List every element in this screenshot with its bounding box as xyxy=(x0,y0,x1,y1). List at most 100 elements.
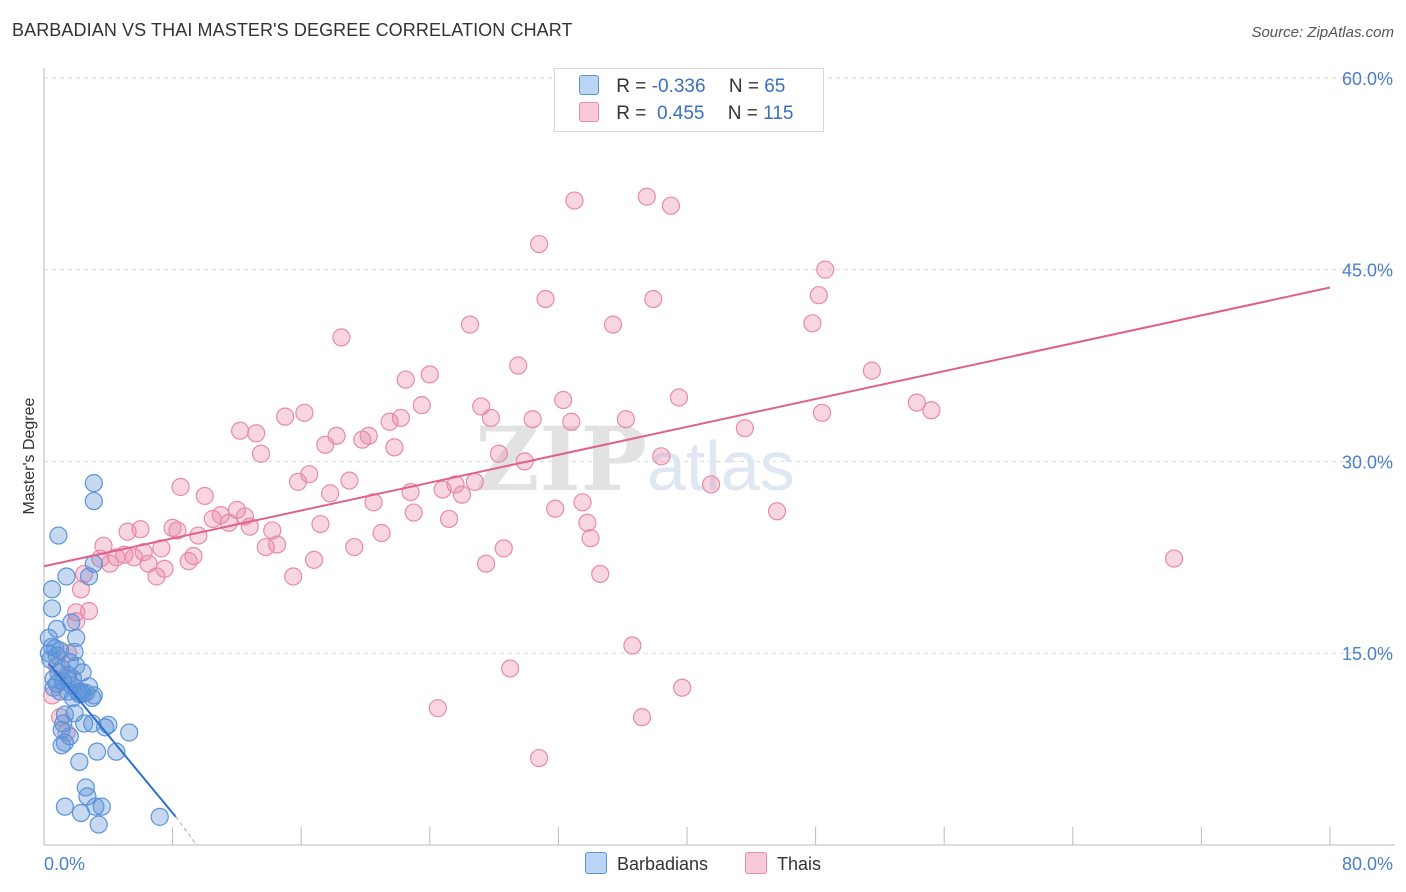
data-point xyxy=(235,507,255,526)
trend-lines xyxy=(43,286,1331,846)
data-point xyxy=(452,485,472,504)
thais-points xyxy=(42,187,1184,768)
data-point xyxy=(616,410,636,429)
data-point xyxy=(70,752,89,771)
y-axis-label: Master's Degree xyxy=(21,397,38,514)
data-point xyxy=(907,393,926,412)
barbadians-swatch xyxy=(584,852,607,874)
data-point xyxy=(327,426,346,445)
data-point xyxy=(428,699,447,718)
data-point xyxy=(65,642,84,662)
series-legend: Barbadians Thais xyxy=(0,852,1406,875)
n-label: N = xyxy=(728,76,759,97)
x-tick-label-min: 0.0% xyxy=(44,854,85,874)
data-point xyxy=(530,234,549,254)
data-point xyxy=(644,289,663,309)
data-point xyxy=(67,603,86,622)
data-point xyxy=(184,546,203,566)
y-tick-label: 15.0% xyxy=(1342,644,1393,664)
legend-item-barbadians[interactable]: Barbadians xyxy=(584,852,709,875)
data-point xyxy=(340,471,359,490)
r-label: R = xyxy=(616,76,647,97)
legend-item-thais[interactable]: Thais xyxy=(745,852,821,875)
data-point xyxy=(661,196,681,215)
data-point xyxy=(862,361,881,380)
data-point xyxy=(52,659,71,678)
data-point xyxy=(669,388,689,407)
data-point xyxy=(150,807,169,826)
data-point xyxy=(267,535,287,554)
x-tick-label-max: 80.0% xyxy=(1342,854,1393,874)
data-point xyxy=(84,474,103,493)
data-point xyxy=(530,748,549,768)
data-point xyxy=(735,419,754,438)
data-point xyxy=(591,564,610,584)
data-point xyxy=(311,514,330,534)
data-point xyxy=(673,678,692,697)
data-point xyxy=(60,727,79,746)
data-point xyxy=(71,803,91,823)
legend-label: Barbadians xyxy=(616,854,709,874)
data-point xyxy=(380,412,399,431)
data-point xyxy=(803,314,822,333)
data-point xyxy=(565,191,584,210)
y-tick-label: 60.0% xyxy=(1342,69,1393,89)
data-point xyxy=(523,410,542,429)
data-point xyxy=(446,475,465,494)
data-point xyxy=(404,503,423,522)
data-point xyxy=(632,708,652,727)
n-value: 65 xyxy=(764,76,786,97)
r-value: -0.336 xyxy=(651,76,706,97)
data-point xyxy=(55,705,74,724)
data-point xyxy=(332,328,351,347)
data-point xyxy=(171,477,190,497)
watermark-zip: ZIP xyxy=(475,407,647,511)
thais-swatch xyxy=(579,102,599,122)
legend-row-barbadians: R = -0.336 N = 65 xyxy=(579,75,785,99)
data-point xyxy=(767,502,787,521)
barbadians-swatch xyxy=(579,75,599,95)
stats-legend: R = -0.336 N = 65 R = 0.455 N = 115 xyxy=(554,68,824,132)
data-point xyxy=(501,659,520,678)
data-point xyxy=(494,539,513,558)
y-tick-label: 30.0% xyxy=(1342,452,1393,472)
data-point xyxy=(465,472,484,491)
data-point xyxy=(578,513,597,532)
data-point xyxy=(412,396,431,415)
data-point xyxy=(304,550,324,569)
data-point xyxy=(67,628,86,647)
n-label: N = xyxy=(727,103,758,124)
data-point xyxy=(84,491,103,511)
watermark: ZIPatlas xyxy=(475,407,794,511)
data-point xyxy=(42,599,62,618)
data-point xyxy=(637,187,656,206)
data-point xyxy=(92,797,111,816)
data-point xyxy=(139,554,158,573)
y-tick-label: 45.0% xyxy=(1342,261,1393,281)
data-point xyxy=(420,365,439,384)
data-point xyxy=(168,521,187,540)
data-point xyxy=(1164,549,1184,568)
data-point xyxy=(179,552,198,571)
data-point xyxy=(163,518,182,537)
data-point xyxy=(546,499,565,518)
data-point xyxy=(476,554,496,573)
data-point xyxy=(62,613,81,632)
data-point xyxy=(812,403,832,422)
thais-swatch xyxy=(745,852,768,874)
data-point xyxy=(439,509,459,529)
data-point xyxy=(359,426,378,445)
source-label: Source: ZipAtlas.com xyxy=(1251,24,1394,41)
data-point xyxy=(554,390,573,410)
axes xyxy=(43,68,1395,846)
data-point xyxy=(623,636,642,655)
data-point xyxy=(84,686,103,705)
legend-label: Thais xyxy=(777,854,822,874)
data-point xyxy=(120,723,139,742)
data-point xyxy=(195,486,214,506)
data-point xyxy=(87,742,107,761)
data-point xyxy=(489,444,509,463)
data-point xyxy=(99,715,118,734)
data-point xyxy=(276,407,295,426)
